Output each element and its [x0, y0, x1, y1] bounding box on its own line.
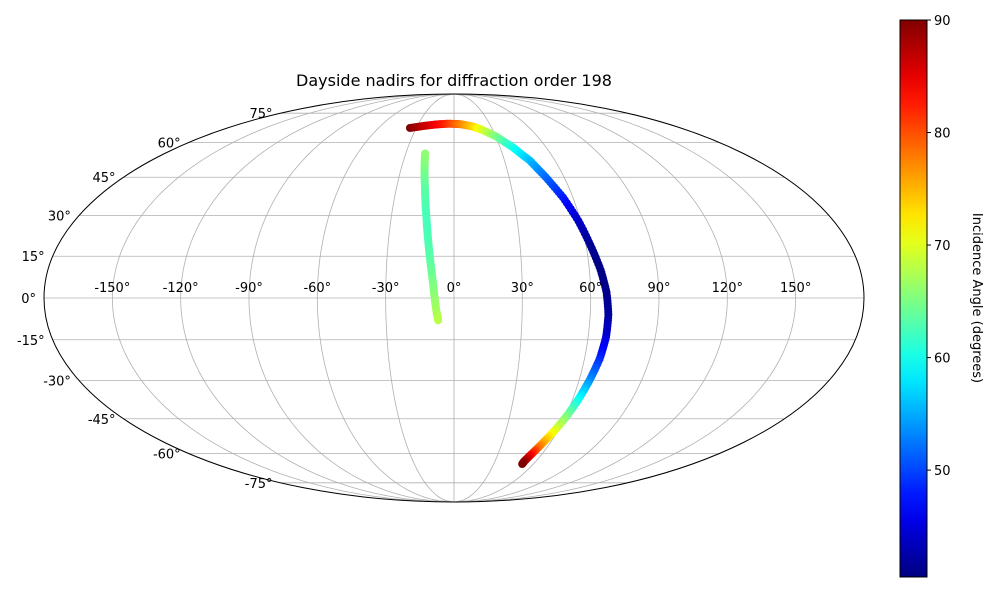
colorbar-tick-label: 60 — [934, 352, 951, 367]
x-tick-label: 90° — [647, 281, 670, 296]
x-tick-label: 0° — [447, 281, 462, 296]
y-tick-label: 60° — [158, 136, 181, 151]
chart-title: Dayside nadirs for diffraction order 198 — [296, 71, 612, 90]
colorbar: 50 60 70 80 90 Incidence Angle (degrees) — [899, 14, 984, 578]
x-tick-label: -150° — [94, 281, 130, 296]
y-tick-label: 30° — [48, 210, 71, 225]
colorbar-gradient — [899, 19, 928, 578]
y-tick-label: -45° — [88, 413, 116, 428]
colorbar-tick-label: 90 — [934, 14, 951, 29]
colorbar-tick-label: 50 — [934, 464, 951, 479]
y-tick-label: 15° — [22, 250, 45, 265]
graticule — [44, 94, 864, 502]
x-tick-label: 30° — [511, 281, 534, 296]
y-tick-label: -75° — [245, 477, 273, 492]
y-tick-label: 45° — [93, 171, 116, 186]
y-tick-label: -30° — [43, 374, 71, 389]
x-tick-label: 120° — [712, 281, 743, 296]
x-tick-label: 150° — [780, 281, 811, 296]
map-boundary — [43, 93, 865, 503]
y-tick-label: -60° — [153, 448, 181, 463]
colorbar-tick-label: 80 — [934, 127, 951, 142]
colorbar-tick-label: 70 — [934, 239, 951, 254]
data-points — [405, 119, 613, 469]
longitude-tick-labels: -150° -120° -90° -60° -30° 0° 30° 60° 90° 120° 150… — [94, 281, 811, 296]
latitude-tick-labels: -75° -60° -45° -30° -15° 0° 15° 30° 45° 60° 75° — [17, 107, 273, 492]
colorbar-label: Incidence Angle (degrees) — [969, 213, 984, 383]
y-tick-label: 75° — [249, 107, 272, 122]
y-tick-label: 0° — [21, 292, 36, 307]
x-tick-label: -60° — [303, 281, 331, 296]
x-tick-label: -90° — [235, 281, 263, 296]
y-tick-label: -15° — [17, 334, 45, 349]
x-tick-label: -120° — [163, 281, 199, 296]
x-tick-label: -30° — [372, 281, 400, 296]
data-point — [434, 316, 443, 325]
x-tick-label: 60° — [579, 281, 602, 296]
data-point — [518, 460, 527, 469]
colorbar-ticks: 50 60 70 80 90 — [927, 14, 951, 479]
